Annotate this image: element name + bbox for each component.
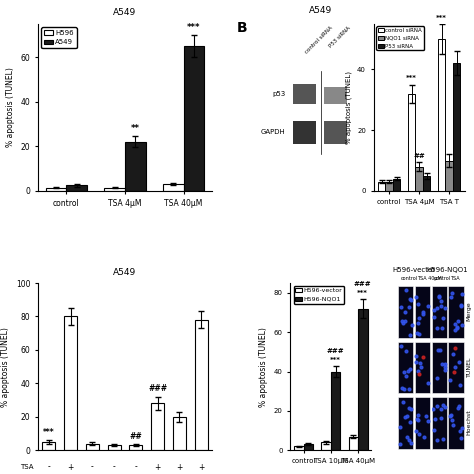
Bar bbox=[66, 185, 87, 191]
FancyBboxPatch shape bbox=[398, 342, 413, 393]
Bar bbox=[453, 63, 460, 191]
Bar bbox=[393, 179, 401, 191]
FancyBboxPatch shape bbox=[398, 286, 413, 338]
Bar bbox=[294, 447, 304, 450]
Text: B: B bbox=[237, 21, 247, 36]
Text: +: + bbox=[67, 463, 74, 472]
FancyBboxPatch shape bbox=[431, 342, 447, 393]
Text: +: + bbox=[176, 463, 182, 472]
Y-axis label: % apoptosis (TUNEL): % apoptosis (TUNEL) bbox=[6, 67, 15, 147]
Bar bbox=[385, 182, 393, 191]
Text: ***: *** bbox=[357, 290, 368, 296]
Text: -: - bbox=[113, 463, 116, 472]
Text: H596-NQO1: H596-NQO1 bbox=[427, 267, 468, 273]
Bar bbox=[104, 188, 125, 191]
Bar bbox=[42, 442, 55, 450]
Bar bbox=[304, 445, 313, 450]
FancyBboxPatch shape bbox=[415, 342, 430, 393]
Text: control: control bbox=[434, 276, 451, 282]
FancyBboxPatch shape bbox=[415, 397, 430, 448]
Bar bbox=[438, 39, 446, 191]
FancyBboxPatch shape bbox=[293, 84, 317, 104]
FancyBboxPatch shape bbox=[398, 397, 413, 448]
Bar bbox=[64, 317, 77, 450]
Text: ***: *** bbox=[187, 22, 201, 31]
Text: ###: ### bbox=[327, 348, 345, 354]
FancyBboxPatch shape bbox=[448, 397, 464, 448]
Bar bbox=[129, 445, 142, 450]
Text: TUNEL: TUNEL bbox=[466, 356, 472, 377]
Bar bbox=[195, 320, 208, 450]
Bar bbox=[86, 444, 99, 450]
Text: Merge: Merge bbox=[466, 301, 472, 321]
Bar bbox=[183, 46, 204, 191]
Text: ***: *** bbox=[436, 15, 447, 21]
Text: ###: ### bbox=[148, 384, 167, 393]
Bar bbox=[348, 437, 358, 450]
FancyBboxPatch shape bbox=[431, 286, 447, 338]
Text: -: - bbox=[91, 463, 94, 472]
Text: +: + bbox=[198, 463, 204, 472]
Bar bbox=[321, 442, 331, 450]
Legend: H596-vector, H596-NQO1: H596-vector, H596-NQO1 bbox=[293, 286, 344, 304]
FancyBboxPatch shape bbox=[324, 87, 346, 104]
Text: ##: ## bbox=[129, 432, 142, 441]
FancyBboxPatch shape bbox=[324, 121, 346, 144]
Text: TSA: TSA bbox=[20, 464, 34, 470]
Text: TSA 40μM: TSA 40μM bbox=[418, 276, 442, 282]
Y-axis label: % apoptosis (TUNEL): % apoptosis (TUNEL) bbox=[259, 327, 268, 407]
Text: **: ** bbox=[131, 124, 140, 133]
Text: ***: *** bbox=[43, 428, 55, 437]
Bar bbox=[423, 176, 430, 191]
Bar bbox=[163, 184, 183, 191]
Bar bbox=[151, 403, 164, 450]
Text: ##: ## bbox=[413, 153, 425, 159]
Text: ***: *** bbox=[406, 75, 417, 82]
Title: A549: A549 bbox=[113, 268, 137, 277]
Text: H596-vector: H596-vector bbox=[392, 267, 436, 273]
Text: ###: ### bbox=[354, 281, 372, 287]
Legend: H596, A549: H596, A549 bbox=[41, 27, 77, 48]
Y-axis label: % apoptosis (TUNEL): % apoptosis (TUNEL) bbox=[345, 71, 352, 144]
Text: control siRNA: control siRNA bbox=[304, 26, 333, 55]
FancyBboxPatch shape bbox=[293, 121, 317, 144]
Text: -: - bbox=[47, 463, 50, 472]
Bar bbox=[378, 182, 385, 191]
Text: control: control bbox=[401, 276, 418, 282]
Bar bbox=[173, 417, 186, 450]
FancyBboxPatch shape bbox=[448, 286, 464, 338]
FancyBboxPatch shape bbox=[415, 286, 430, 338]
Text: A549: A549 bbox=[309, 6, 332, 15]
Text: +: + bbox=[155, 463, 161, 472]
Bar bbox=[358, 309, 367, 450]
Bar bbox=[415, 167, 423, 191]
Bar bbox=[108, 445, 120, 450]
FancyBboxPatch shape bbox=[448, 342, 464, 393]
Text: TSA: TSA bbox=[450, 276, 459, 282]
Bar bbox=[408, 94, 415, 191]
Text: p53: p53 bbox=[272, 91, 285, 97]
Title: A549: A549 bbox=[113, 9, 137, 18]
Y-axis label: % apoptosis (TUNEL): % apoptosis (TUNEL) bbox=[1, 327, 10, 407]
Legend: control siRNA, NQO1 siRNA, P53 siRNA: control siRNA, NQO1 siRNA, P53 siRNA bbox=[376, 27, 424, 50]
Bar bbox=[125, 142, 146, 191]
Bar bbox=[446, 161, 453, 191]
Text: -: - bbox=[135, 463, 137, 472]
Bar bbox=[46, 188, 66, 191]
Text: GAPDH: GAPDH bbox=[261, 129, 285, 136]
Text: P53 siRNA: P53 siRNA bbox=[328, 26, 351, 49]
Bar bbox=[331, 372, 340, 450]
FancyBboxPatch shape bbox=[431, 397, 447, 448]
Text: Hoechst: Hoechst bbox=[466, 409, 472, 435]
Text: ***: *** bbox=[330, 357, 341, 363]
